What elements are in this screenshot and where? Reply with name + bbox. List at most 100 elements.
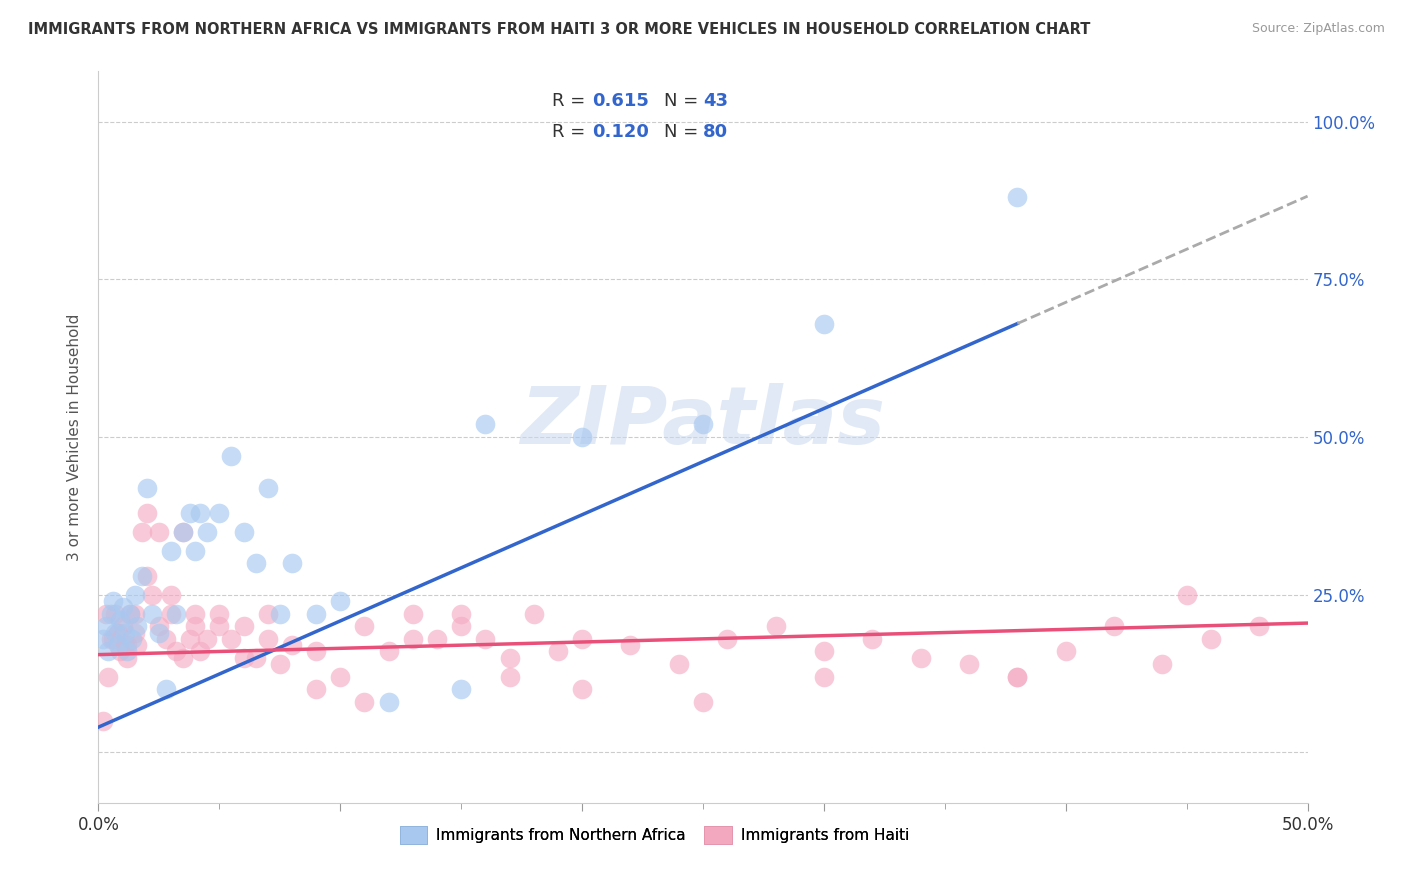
Point xyxy=(1102,619,1125,633)
Point xyxy=(305,682,328,697)
Point xyxy=(135,506,157,520)
Point xyxy=(1007,670,1029,684)
Point xyxy=(910,650,932,665)
Point xyxy=(124,607,146,621)
Point xyxy=(155,632,177,646)
Point xyxy=(232,524,254,539)
Point xyxy=(131,524,153,539)
Point xyxy=(547,644,569,658)
Point xyxy=(329,670,352,684)
Legend: Immigrants from Northern Africa, Immigrants from Haiti: Immigrants from Northern Africa, Immigra… xyxy=(394,820,915,850)
Point xyxy=(117,638,139,652)
Point xyxy=(402,607,425,621)
Point xyxy=(619,638,641,652)
Point xyxy=(245,650,267,665)
Point xyxy=(208,607,231,621)
Point xyxy=(141,588,163,602)
Point xyxy=(523,607,546,621)
Point xyxy=(208,506,231,520)
Point xyxy=(124,588,146,602)
Point xyxy=(100,632,122,646)
Text: R =: R = xyxy=(551,93,591,111)
Point xyxy=(101,632,124,646)
Point xyxy=(402,632,425,646)
Point xyxy=(1054,644,1077,658)
Point xyxy=(571,682,593,697)
Point xyxy=(165,644,187,658)
Point xyxy=(160,607,183,621)
Point xyxy=(221,632,243,646)
Point xyxy=(107,625,129,640)
Point xyxy=(97,644,120,658)
Point xyxy=(195,524,218,539)
Point xyxy=(184,619,207,633)
Point xyxy=(160,588,183,602)
Point xyxy=(450,682,472,697)
Point xyxy=(107,625,129,640)
Point xyxy=(281,638,304,652)
Point xyxy=(426,632,449,646)
Point xyxy=(813,670,835,684)
Point xyxy=(108,613,131,627)
Point xyxy=(172,524,194,539)
Point xyxy=(117,644,139,658)
Point xyxy=(141,607,163,621)
Point xyxy=(104,625,127,640)
Text: ZIPatlas: ZIPatlas xyxy=(520,384,886,461)
Point xyxy=(155,682,177,697)
Point xyxy=(245,556,267,570)
Point xyxy=(108,644,131,658)
Point xyxy=(124,625,146,640)
Text: IMMIGRANTS FROM NORTHERN AFRICA VS IMMIGRANTS FROM HAITI 3 OR MORE VEHICLES IN H: IMMIGRANTS FROM NORTHERN AFRICA VS IMMIG… xyxy=(28,22,1091,37)
Point xyxy=(353,695,375,709)
Point xyxy=(111,619,134,633)
Point xyxy=(100,607,122,621)
Point xyxy=(121,632,143,646)
Point xyxy=(668,657,690,671)
Point xyxy=(114,625,136,640)
Point xyxy=(1007,670,1029,684)
Point xyxy=(208,619,231,633)
Text: R =: R = xyxy=(551,123,591,141)
Point xyxy=(172,524,194,539)
Point xyxy=(1249,619,1271,633)
Point xyxy=(179,506,201,520)
Point xyxy=(256,481,278,495)
Point xyxy=(117,650,139,665)
Point xyxy=(377,644,399,658)
Point xyxy=(692,417,714,432)
Point xyxy=(195,632,218,646)
Point xyxy=(114,638,136,652)
Point xyxy=(571,632,593,646)
Point xyxy=(232,619,254,633)
Point xyxy=(450,619,472,633)
Point xyxy=(160,543,183,558)
Point xyxy=(179,632,201,646)
Point xyxy=(148,524,170,539)
Point xyxy=(91,632,114,646)
Point xyxy=(305,644,328,658)
Point xyxy=(91,714,114,728)
Point xyxy=(135,481,157,495)
Point xyxy=(860,632,883,646)
Point xyxy=(111,600,134,615)
Point xyxy=(94,619,117,633)
Point xyxy=(305,607,328,621)
Point xyxy=(188,506,211,520)
Point xyxy=(184,607,207,621)
Point xyxy=(148,625,170,640)
Point xyxy=(269,657,291,671)
Point xyxy=(256,632,278,646)
Y-axis label: 3 or more Vehicles in Household: 3 or more Vehicles in Household xyxy=(67,313,83,561)
Point xyxy=(269,607,291,621)
Point xyxy=(329,594,352,608)
Point xyxy=(107,638,129,652)
Point xyxy=(135,569,157,583)
Point xyxy=(148,619,170,633)
Point xyxy=(256,607,278,621)
Point xyxy=(353,619,375,633)
Point xyxy=(131,569,153,583)
Text: N =: N = xyxy=(664,123,704,141)
Point xyxy=(1199,632,1222,646)
Text: 43: 43 xyxy=(703,93,728,111)
